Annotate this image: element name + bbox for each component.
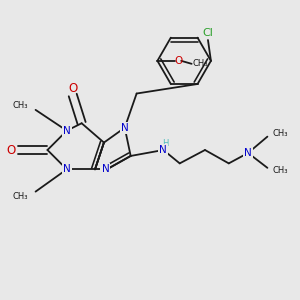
Text: CH₃: CH₃ [273,166,288,175]
Text: H: H [162,139,168,148]
Text: N: N [63,164,71,174]
Text: N: N [121,123,129,133]
Text: CH₃: CH₃ [192,59,208,68]
Text: Cl: Cl [202,28,213,38]
Text: N: N [244,148,252,158]
Text: N: N [160,145,167,155]
Text: O: O [68,82,77,95]
Text: CH₃: CH₃ [273,129,288,138]
Text: O: O [7,143,16,157]
Text: O: O [174,56,182,66]
Text: CH₃: CH₃ [13,101,28,110]
Text: N: N [101,164,109,174]
Text: N: N [63,126,71,136]
Text: CH₃: CH₃ [13,192,28,201]
